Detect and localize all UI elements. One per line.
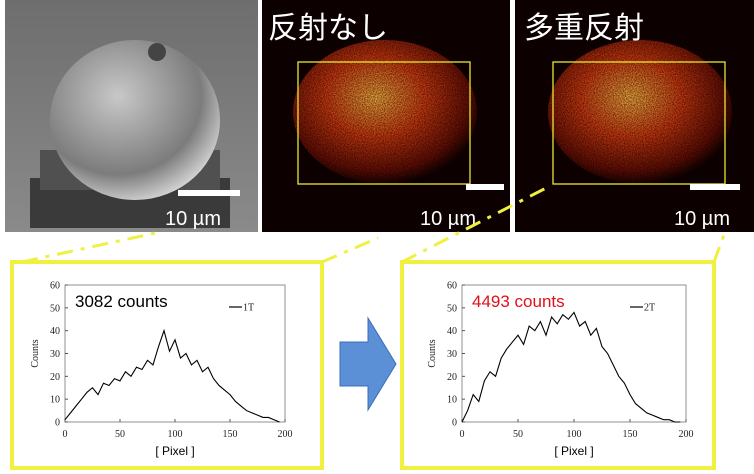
x-axis-label: [ Pixel ]: [554, 444, 593, 458]
y-tick-label: 50: [447, 303, 457, 314]
scale-label: 10 µm: [674, 208, 730, 230]
y-tick-label: 10: [50, 395, 60, 406]
y-tick-label: 20: [50, 372, 60, 383]
x-tick-label: 50: [115, 429, 125, 440]
panel-title: 多重反射: [524, 11, 644, 46]
y-axis-label: Counts: [427, 339, 438, 367]
y-tick-label: 0: [452, 418, 457, 429]
legend-label: 2T: [644, 303, 655, 314]
y-tick-label: 30: [447, 349, 457, 360]
y-tick-label: 20: [447, 372, 457, 383]
arrow: [340, 318, 396, 410]
y-axis-label: Counts: [30, 339, 41, 367]
annotation: 4493 counts: [472, 292, 565, 311]
x-tick-label: 200: [679, 429, 694, 440]
panel-title: 反射なし: [268, 11, 388, 46]
y-tick-label: 60: [50, 281, 60, 292]
sem-image: 10 µm: [5, 0, 258, 232]
x-tick-label: 50: [513, 429, 523, 440]
x-tick-label: 0: [460, 429, 465, 440]
x-tick-label: 150: [223, 429, 238, 440]
legend-label: 1T: [243, 303, 254, 314]
figure: 10 µm 反射なし 10 µm 多重反射 10 µm 0 10 20 30 40 50 6…: [0, 0, 754, 474]
y-tick-label: 10: [447, 395, 457, 406]
y-tick-label: 40: [50, 326, 60, 337]
x-tick-label: 100: [168, 429, 183, 440]
x-tick-label: 200: [278, 429, 293, 440]
scale-label: 10 µm: [165, 208, 221, 230]
x-tick-label: 100: [567, 429, 582, 440]
eds-map: 多重反射 10 µm: [515, 0, 754, 232]
x-tick-label: 150: [623, 429, 638, 440]
y-tick-label: 40: [447, 326, 457, 337]
y-tick-label: 30: [50, 349, 60, 360]
eds-map: 反射なし 10 µm: [262, 0, 510, 232]
y-tick-label: 0: [55, 418, 60, 429]
x-axis-label: [ Pixel ]: [155, 444, 194, 458]
x-tick-label: 0: [63, 429, 68, 440]
y-tick-label: 50: [50, 303, 60, 314]
y-tick-label: 60: [447, 281, 457, 292]
annotation: 3082 counts: [75, 292, 168, 311]
